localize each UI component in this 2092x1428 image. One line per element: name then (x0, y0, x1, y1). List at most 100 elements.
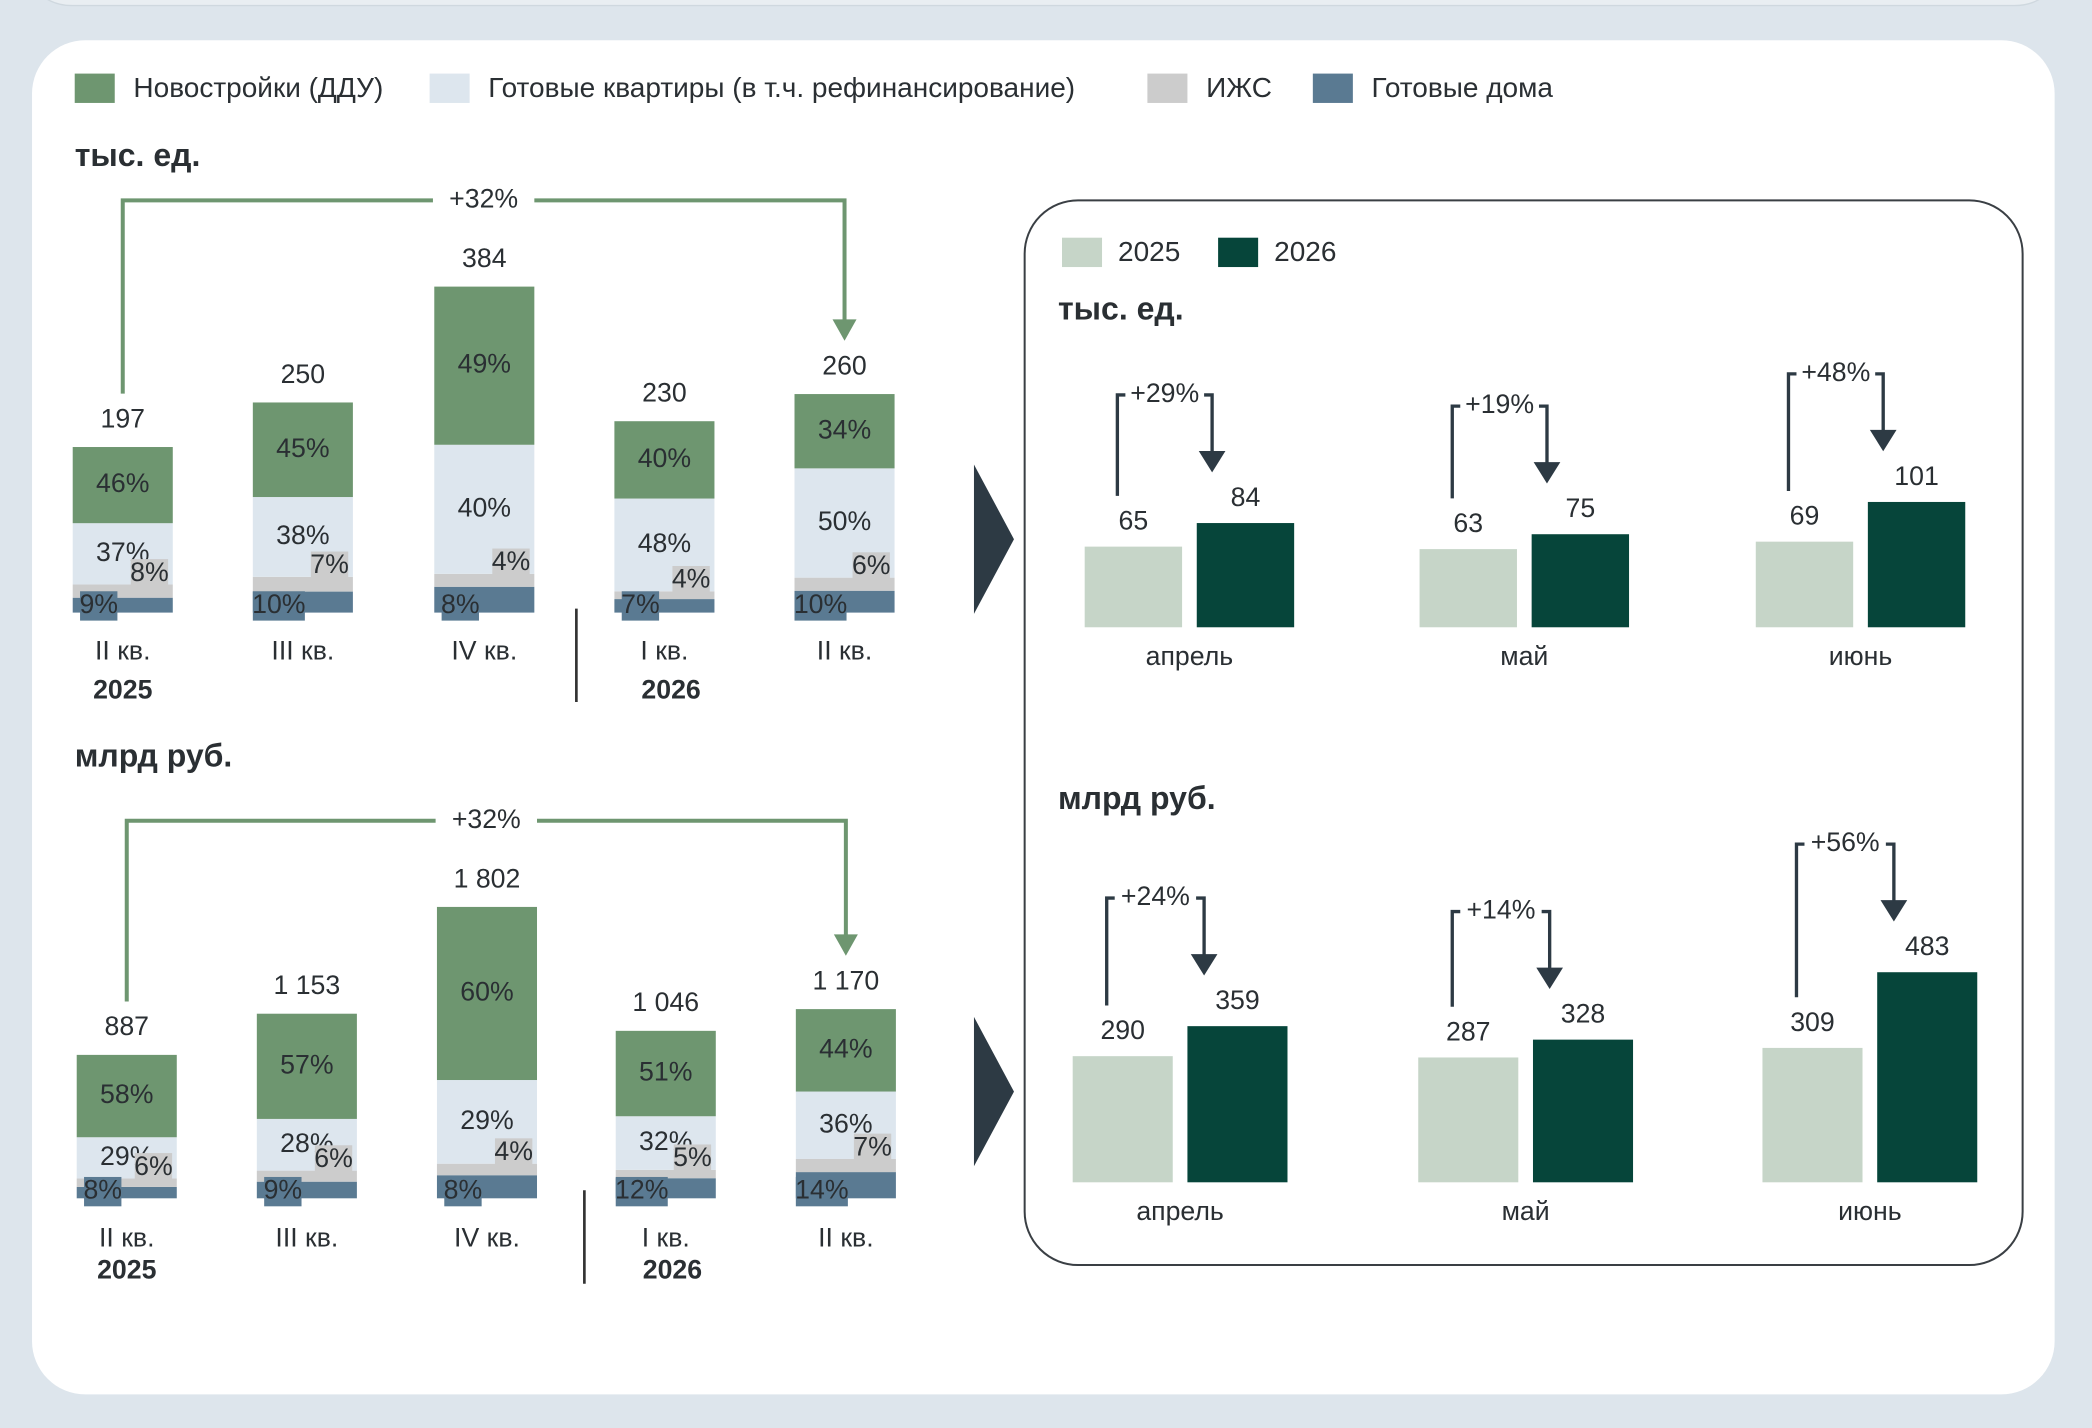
label-box (852, 552, 890, 582)
segment-label: 40% (638, 443, 691, 473)
change-label: +19% (1465, 389, 1534, 419)
segment-label: 51% (639, 1057, 692, 1087)
segment-label: 49% (458, 349, 511, 379)
total-label: 230 (642, 378, 687, 408)
total-label: 260 (822, 350, 867, 380)
segment-label: 8% (441, 589, 480, 619)
label-box (853, 1133, 892, 1163)
change-arrow (1190, 954, 1218, 976)
chart-title: млрд руб. (75, 737, 233, 773)
total-label: 887 (104, 1011, 149, 1041)
bar-segment (794, 394, 895, 469)
change-label: +32% (449, 183, 518, 213)
bar (1084, 546, 1183, 628)
bar-segment (614, 591, 715, 600)
bar-segment (76, 1178, 177, 1187)
label-box (492, 548, 530, 578)
label-box (444, 1176, 482, 1207)
segment-label: 29% (460, 1105, 513, 1135)
legend-swatch (1062, 237, 1103, 268)
label-box (673, 1144, 712, 1174)
segment-label: 12% (615, 1175, 668, 1205)
label-box (264, 1176, 302, 1207)
legend-label: 2025 (1118, 236, 1180, 267)
category-label: май (1500, 641, 1548, 671)
segment-label: 7% (853, 1131, 892, 1161)
legend-swatch (1312, 73, 1353, 103)
label-box (252, 591, 305, 621)
change-arrow (1880, 900, 1908, 922)
change-label: +14% (1466, 895, 1535, 925)
category-label: II кв. (99, 1223, 154, 1253)
label-box (134, 1153, 173, 1183)
total-label: 1 153 (273, 970, 340, 1000)
value-label: 287 (1446, 1017, 1491, 1047)
legend-swatch (1218, 237, 1259, 268)
bar (1877, 972, 1978, 1183)
bar-segment (256, 1013, 357, 1119)
bar (1531, 534, 1630, 628)
category-label: апрель (1146, 641, 1234, 671)
change-bracket (1786, 372, 1885, 491)
category-label: IV кв. (454, 1223, 520, 1253)
category-label: III кв. (271, 636, 334, 666)
legend-label: Готовые квартиры (в т.ч. рефинансировани… (488, 72, 1075, 103)
segment-label: 4% (672, 564, 711, 594)
bar-segment (434, 286, 535, 445)
top-card-edge (47, 0, 2040, 7)
segment-label: 7% (310, 549, 349, 579)
category-label: апрель (1136, 1196, 1224, 1226)
value-label: 328 (1561, 999, 1606, 1029)
total-label: 1 170 (812, 965, 879, 995)
bar-segment (436, 1163, 538, 1176)
legend-label: Новостройки (ДДУ) (133, 72, 383, 103)
change-arrow (1533, 462, 1561, 484)
value-label: 483 (1905, 931, 1950, 961)
segment-label: 8% (444, 1175, 483, 1205)
value-label: 290 (1100, 1015, 1145, 1045)
label-box (84, 1176, 122, 1207)
label-box (494, 1138, 533, 1168)
segment-label: 8% (130, 557, 169, 587)
segment-label: 8% (83, 1175, 122, 1205)
label-box (130, 559, 169, 589)
category-label: II кв. (818, 1223, 873, 1253)
bar-segment (795, 1009, 896, 1092)
year-label: 2025 (97, 1255, 157, 1285)
segment-label: 6% (852, 550, 891, 580)
bar-segment (252, 402, 353, 498)
change-arrow (832, 319, 857, 341)
value-label: 63 (1453, 508, 1483, 538)
total-label: 197 (100, 403, 145, 433)
segment-label: 58% (100, 1079, 153, 1109)
segment-label: 60% (460, 977, 513, 1007)
change-bracket (1450, 909, 1552, 1007)
bar-segment (76, 1186, 177, 1199)
label-box (672, 565, 710, 596)
total-label: 250 (281, 359, 326, 389)
bar (1196, 523, 1295, 628)
category-label: I кв. (642, 1223, 690, 1253)
value-label: 101 (1894, 461, 1939, 491)
bar (1072, 1056, 1173, 1183)
change-arrow (1198, 451, 1226, 473)
change-bracket (1450, 404, 1549, 499)
change-bracket (1115, 393, 1214, 496)
segment-label: 9% (79, 589, 118, 619)
legend-swatch (74, 73, 115, 103)
change-label: +48% (1801, 357, 1870, 387)
value-label: 65 (1119, 506, 1149, 536)
category-label: июнь (1829, 641, 1893, 671)
segment-label: 9% (264, 1175, 303, 1205)
segment-label: 14% (795, 1175, 848, 1205)
total-label: 1 046 (632, 987, 699, 1017)
year-label: 2026 (641, 674, 700, 704)
segment-label: 5% (673, 1142, 712, 1172)
legend-label: 2026 (1274, 236, 1336, 267)
value-label: 359 (1215, 985, 1260, 1015)
chart-title: тыс. ед. (75, 137, 201, 173)
change-arrow (833, 934, 858, 956)
segment-label: 4% (492, 546, 531, 576)
segment-label: 4% (494, 1136, 533, 1166)
